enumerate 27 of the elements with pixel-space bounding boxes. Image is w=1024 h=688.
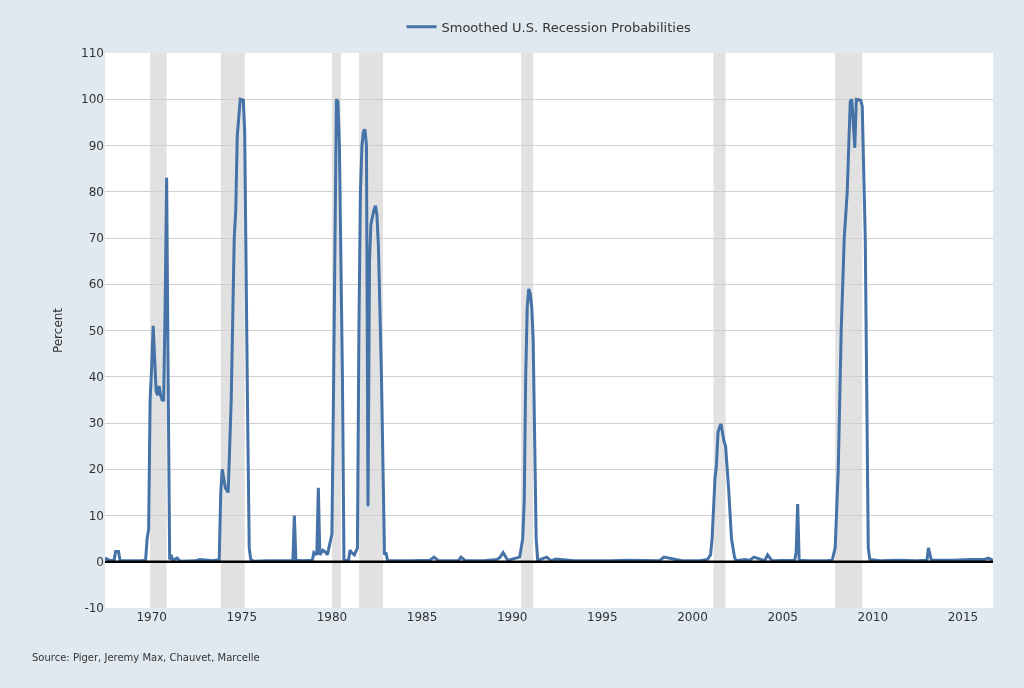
y-tick-label: 20: [88, 462, 104, 477]
x-tick-label: 1975: [226, 610, 258, 624]
x-tick-label: 2005: [767, 610, 798, 624]
y-tick-label: 50: [88, 323, 104, 338]
x-tick-label: 1970: [136, 610, 167, 624]
y-tick-label: 60: [88, 277, 104, 292]
y-tick-label: 0: [96, 554, 104, 569]
y-tick-label: 70: [88, 231, 104, 246]
y-tick-label: 30: [88, 416, 104, 431]
x-tick-label: 2015: [947, 610, 979, 624]
x-tick-label: 1995: [587, 610, 618, 624]
y-tick-label: -10: [84, 601, 104, 616]
y-tick-label: 10: [88, 508, 104, 523]
x-tick-label: 2000: [677, 610, 708, 624]
x-tick-label: 1990: [496, 610, 528, 624]
y-tick-label: 110: [81, 46, 104, 61]
legend-label: Smoothed U.S. Recession Probabilities: [441, 19, 691, 35]
y-axis-title: Percent: [51, 307, 66, 354]
source-note: Source: Piger, Jeremy Max, Chauvet, Marcelle: [32, 652, 260, 663]
line-series: [105, 97, 993, 563]
y-tick-label: 100: [81, 92, 104, 107]
x-tick-label: 1980: [316, 610, 348, 624]
y-tick-label: 80: [88, 184, 104, 199]
x-tick-label: 2010: [857, 610, 889, 624]
x-tick-label: 1985: [406, 610, 438, 624]
y-tick-label: 40: [88, 369, 104, 384]
y-tick-label: 90: [88, 138, 104, 153]
